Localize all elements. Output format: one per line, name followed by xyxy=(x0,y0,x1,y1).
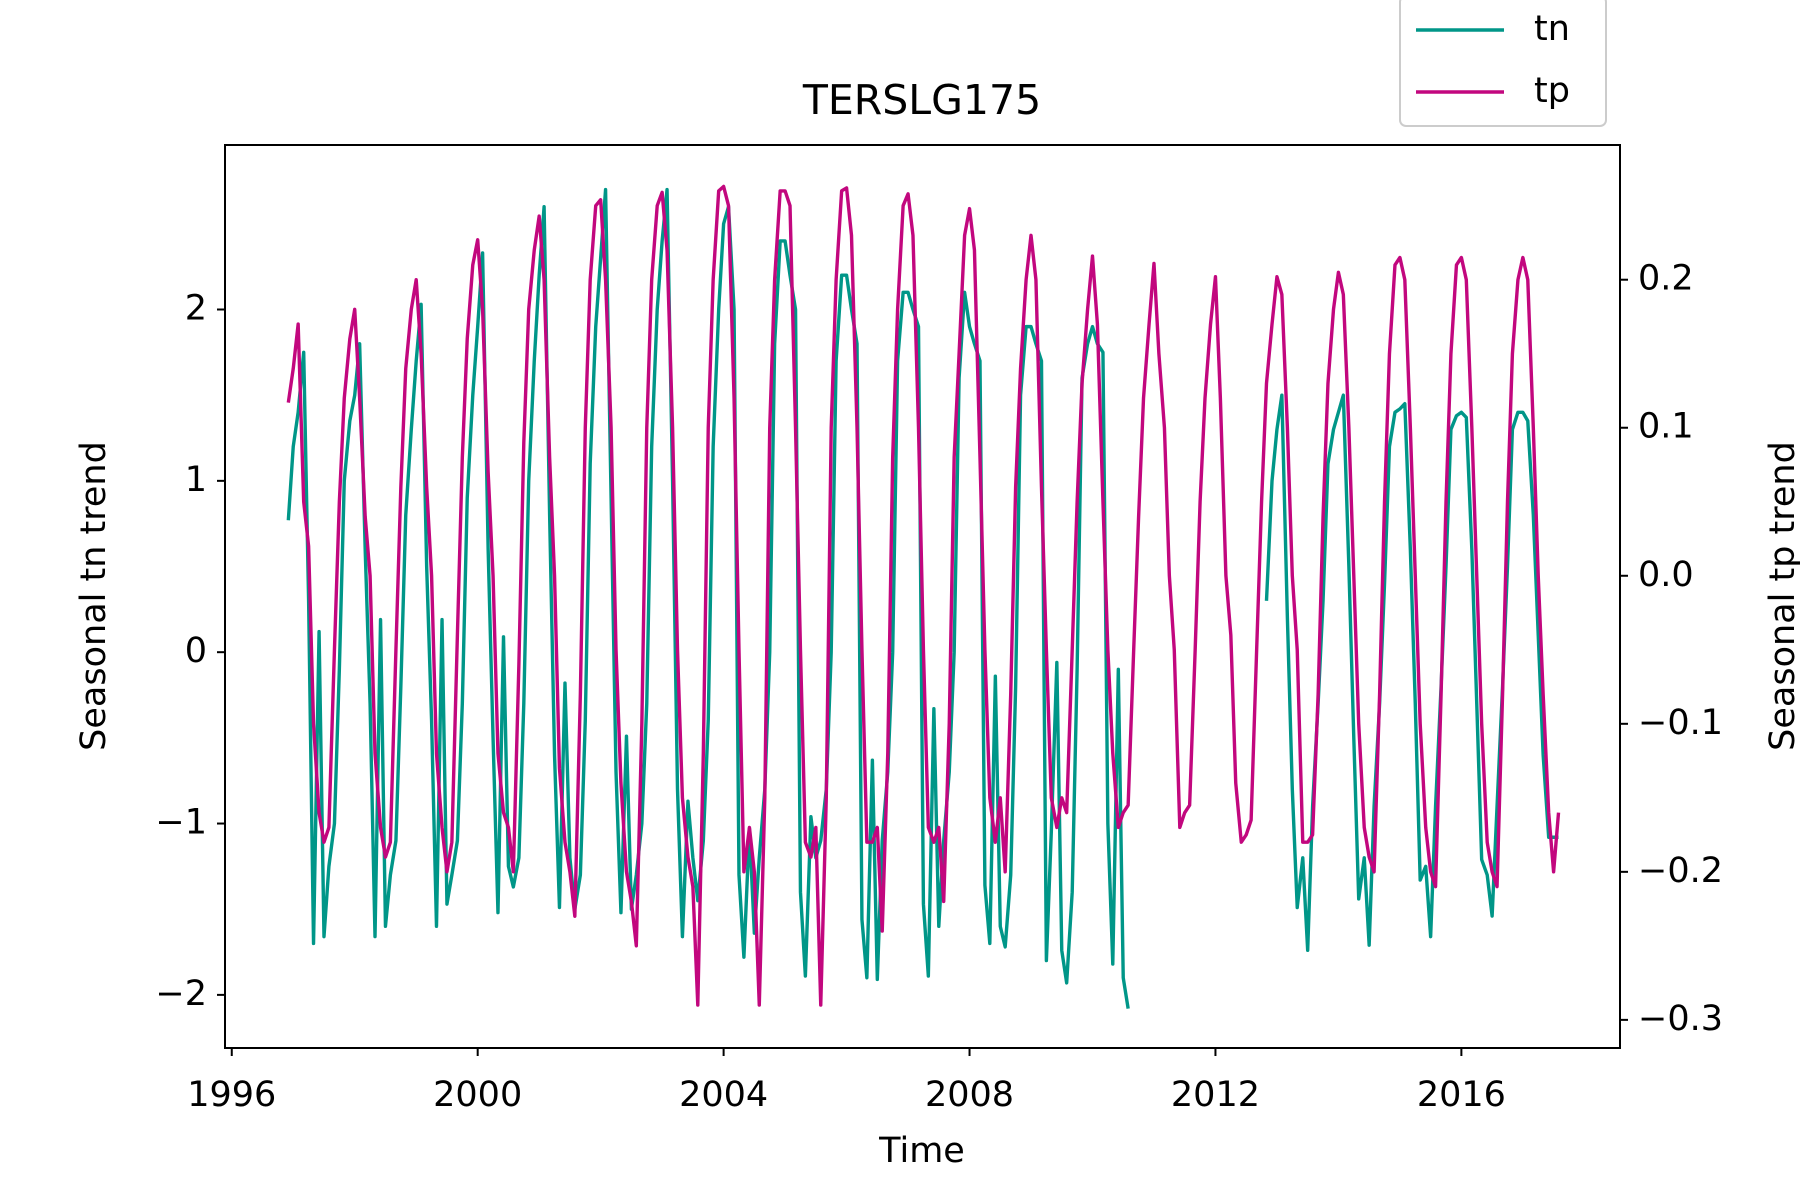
series-line xyxy=(286,184,1561,1007)
legend-label: tp xyxy=(1534,71,1570,111)
y2-axis-label: Seasonal tp trend xyxy=(1763,441,1800,751)
x-tick-label: 2012 xyxy=(1171,1075,1260,1115)
y2-tick-label: 0.1 xyxy=(1638,407,1694,447)
y-tick-label: 2 xyxy=(185,288,207,328)
legend-box xyxy=(1399,0,1607,127)
y2-tick-label: 0.0 xyxy=(1638,555,1694,595)
x-tick-label: 2016 xyxy=(1417,1075,1506,1115)
y2-tick-label: 0.2 xyxy=(1638,259,1694,299)
y-tick-label: −2 xyxy=(155,974,207,1014)
y2-tick-label: −0.1 xyxy=(1638,703,1723,743)
y2-tick-label: −0.2 xyxy=(1638,851,1723,891)
legend-label: tn xyxy=(1534,9,1570,49)
x-axis-label: Time xyxy=(878,1131,965,1171)
x-tick-label: 2008 xyxy=(925,1075,1014,1115)
plot-frame xyxy=(224,144,1621,1049)
y-tick-label: 0 xyxy=(185,631,207,671)
x-tick-label: 2004 xyxy=(679,1075,768,1115)
chart-title: TERSLG175 xyxy=(802,76,1041,124)
x-tick-label: 1996 xyxy=(187,1075,276,1115)
y2-tick-label: −0.3 xyxy=(1638,999,1723,1039)
y-tick-label: −1 xyxy=(155,803,207,843)
y-tick-label: 1 xyxy=(185,460,207,500)
y-axis-label: Seasonal tn trend xyxy=(74,441,114,751)
x-tick-label: 2000 xyxy=(433,1075,522,1115)
